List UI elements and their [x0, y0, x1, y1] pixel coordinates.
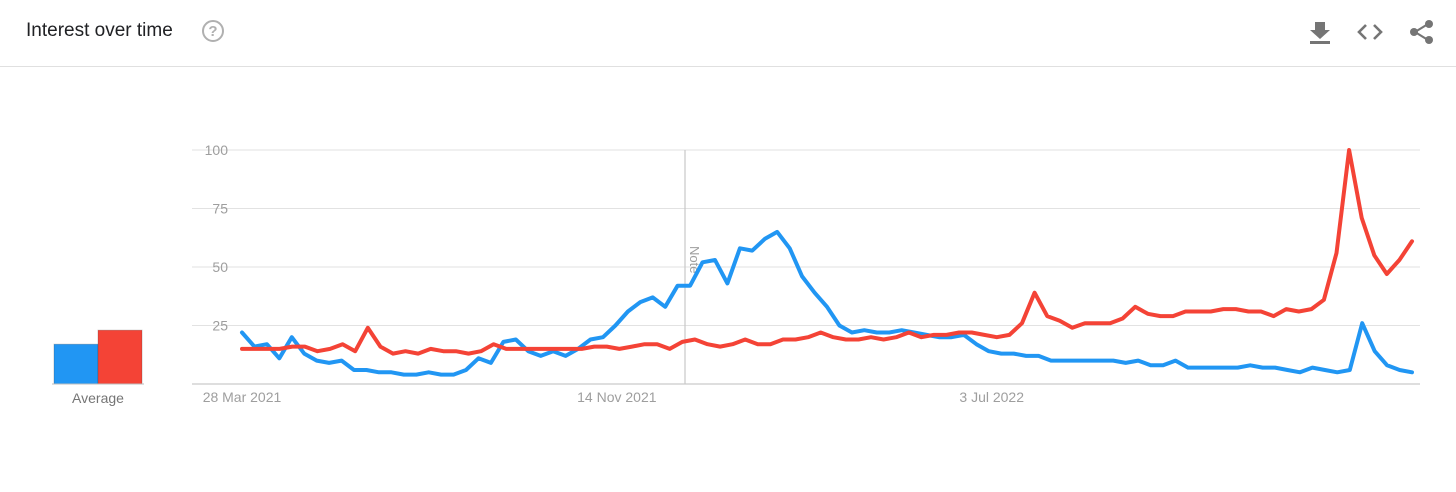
chart-title: Interest over time	[26, 20, 173, 41]
series-line-1	[240, 229, 1414, 377]
average-label: Average	[72, 390, 124, 406]
average-bar-1	[53, 343, 99, 385]
y-tick-label: 50	[212, 259, 228, 275]
y-tick-label: 100	[205, 142, 229, 158]
y-tick-label: 75	[212, 201, 228, 217]
average-bar-2	[97, 329, 143, 385]
x-tick-label: 3 Jul 2022	[959, 389, 1024, 405]
share-icon[interactable]	[1408, 18, 1436, 46]
download-icon[interactable]	[1306, 18, 1334, 46]
help-circle-icon[interactable]: ?	[202, 20, 224, 42]
embed-code-icon[interactable]	[1356, 18, 1384, 46]
x-tick-label: 28 Mar 2021	[203, 389, 282, 405]
y-tick-label: 25	[212, 318, 228, 334]
card-header: Interest over time ?	[0, 0, 1456, 67]
series-line-2	[240, 148, 1414, 356]
x-tick-label: 14 Nov 2021	[577, 389, 657, 405]
